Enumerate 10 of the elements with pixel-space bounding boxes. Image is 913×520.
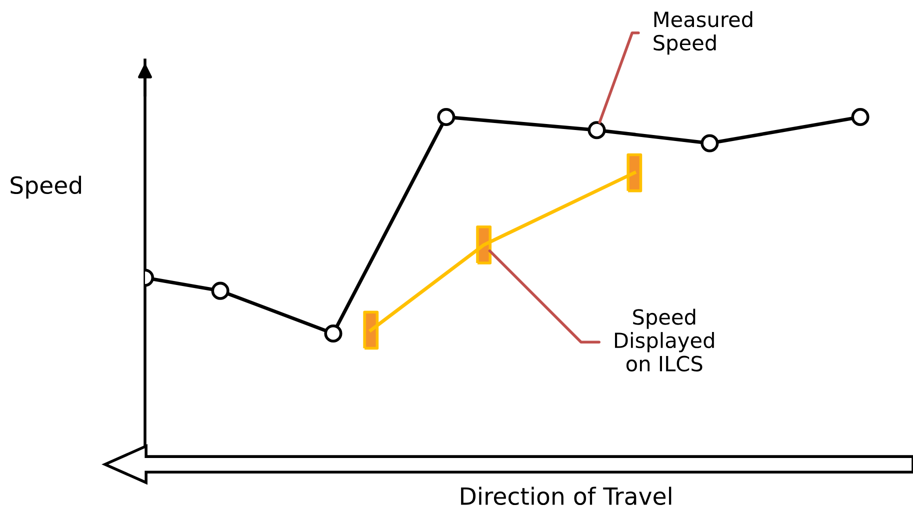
point xyxy=(324,324,342,343)
point xyxy=(588,121,606,140)
point xyxy=(851,108,870,126)
point xyxy=(211,282,230,300)
point xyxy=(700,134,719,152)
annotation: Speed Displayed on ILCS xyxy=(615,308,714,372)
x-axis-title: Direction of Travel xyxy=(461,486,672,506)
text: Measured Speed xyxy=(654,11,752,55)
y-axis-title: Speed xyxy=(10,176,81,199)
point xyxy=(437,108,456,126)
